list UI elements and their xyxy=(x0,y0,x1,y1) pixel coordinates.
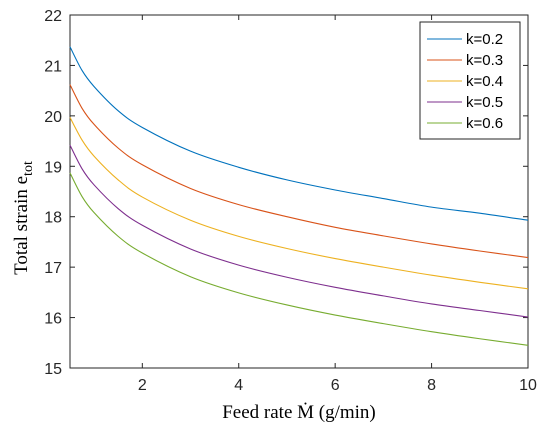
x-axis-title: Feed rate Ṁ (g/min) xyxy=(222,402,376,423)
y-tick-label: 15 xyxy=(44,361,62,378)
y-tick-label: 16 xyxy=(44,311,62,328)
x-tick-label: 6 xyxy=(331,377,340,394)
y-axis: 15 16 17 18 19 20 21 22 xyxy=(44,8,528,378)
x-tick-label: 10 xyxy=(519,377,537,394)
y-tick-label: 18 xyxy=(44,210,62,227)
x-tick-label: 8 xyxy=(427,377,436,394)
y-tick-label: 21 xyxy=(44,58,62,75)
legend-label: k=0.3 xyxy=(466,52,503,69)
y-axis-title-subscript: tot xyxy=(21,161,36,176)
legend-label: k=0.2 xyxy=(466,31,503,48)
series-lines xyxy=(69,46,529,346)
legend-label: k=0.5 xyxy=(466,94,503,111)
y-tick-label: 19 xyxy=(44,159,62,176)
y-tick-label: 20 xyxy=(44,109,62,126)
series-line-1 xyxy=(69,46,529,221)
legend-label: k=0.4 xyxy=(466,73,503,90)
x-tick-label: 2 xyxy=(138,377,147,394)
legend-label: k=0.6 xyxy=(466,115,503,132)
legend: k=0.2 k=0.3 k=0.4 k=0.5 k=0.6 xyxy=(419,21,521,140)
series-line-4 xyxy=(69,144,529,318)
x-tick-label: 4 xyxy=(234,377,243,394)
y-axis-title-group: Total strain etot xyxy=(11,161,36,275)
y-axis-title-main: Total strain e xyxy=(11,176,32,275)
y-axis-title: Total strain etot xyxy=(11,161,36,275)
x-axis: 2 4 6 8 10 xyxy=(138,15,537,394)
series-line-2 xyxy=(69,84,529,259)
y-tick-label: 22 xyxy=(44,8,62,25)
series-line-3 xyxy=(69,117,529,290)
series-line-5 xyxy=(69,172,529,346)
y-tick-label: 17 xyxy=(44,260,62,277)
